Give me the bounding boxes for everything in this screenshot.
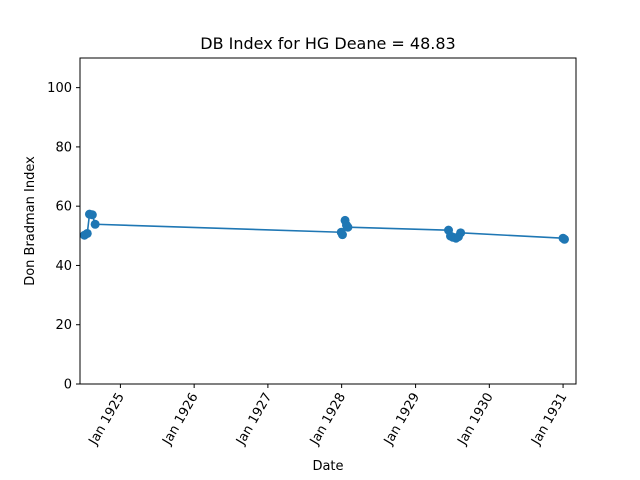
y-tick-label: 40 [55,259,72,274]
data-point [82,228,92,238]
y-tick-label: 80 [55,140,72,155]
data-point [343,222,353,232]
data-point [559,234,569,244]
data-point [90,219,100,229]
y-tick-label: 0 [64,378,72,393]
data-point [87,210,97,220]
data-point [456,228,466,238]
chart-title: DB Index for HG Deane = 48.83 [200,34,455,53]
y-tick-label: 20 [55,318,72,333]
x-axis-label: Date [312,459,343,474]
y-tick-label: 60 [55,200,72,215]
plot-frame [79,57,577,385]
y-tick-label: 100 [47,81,72,96]
data-point [337,230,347,240]
y-axis-label: Don Bradman Index [23,156,38,286]
